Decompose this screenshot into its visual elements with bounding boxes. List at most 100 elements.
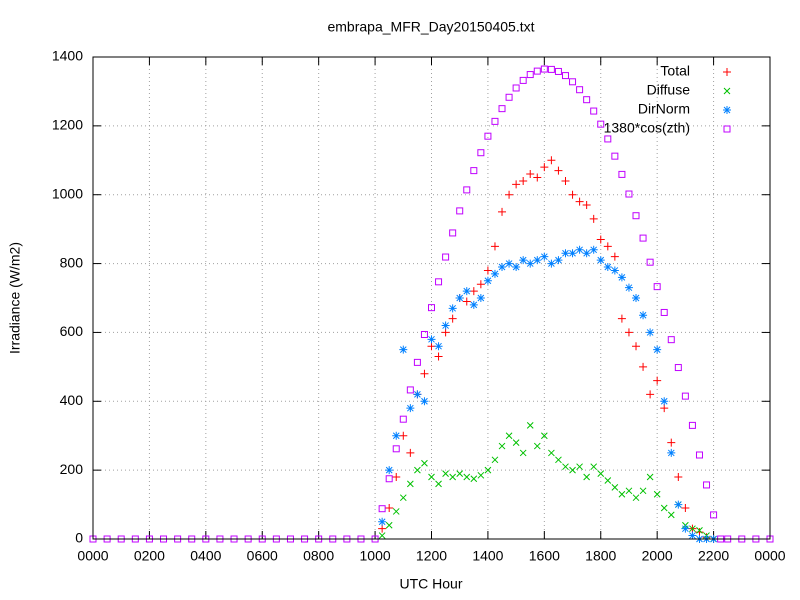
data-point: [519, 256, 528, 265]
marker-shape: [378, 505, 386, 513]
data-point: [441, 321, 450, 330]
marker-shape: [710, 511, 718, 519]
data-point: [681, 392, 689, 400]
data-point: [610, 266, 619, 275]
marker-shape: [688, 531, 697, 540]
data-point: [526, 170, 535, 179]
data-point: [420, 369, 429, 378]
marker-shape: [512, 263, 521, 272]
data-point: [470, 475, 478, 483]
marker-shape: [378, 524, 387, 533]
data-point: [512, 439, 520, 446]
data-point: [653, 490, 661, 498]
marker-shape: [413, 358, 421, 366]
marker-shape: [646, 473, 654, 481]
data-point: [435, 480, 442, 488]
data-point: [660, 308, 668, 316]
data-point: [505, 93, 513, 101]
data-point: [428, 473, 435, 481]
marker-shape: [470, 167, 478, 175]
marker-shape: [378, 532, 386, 539]
marker-shape: [660, 404, 669, 413]
data-point: [695, 451, 703, 459]
data-point: [555, 456, 562, 464]
data-point: [660, 504, 668, 512]
data-point: [406, 480, 414, 488]
data-point: [653, 345, 662, 354]
marker-shape: [695, 528, 704, 537]
data-point: [590, 107, 598, 115]
x-tick-label: 1600: [529, 548, 560, 564]
data-point: [554, 166, 563, 175]
marker-shape: [703, 481, 711, 489]
data-point: [399, 431, 408, 440]
x-tick-label: 2000: [642, 548, 673, 564]
y-tick-label: 0: [75, 530, 83, 546]
marker-shape: [646, 258, 654, 266]
marker-shape: [455, 294, 464, 302]
data-point: [624, 283, 633, 292]
marker-shape: [512, 180, 521, 189]
data-point: [681, 504, 690, 513]
data-point: [667, 448, 676, 457]
marker-shape: [441, 328, 450, 337]
data-point: [589, 245, 598, 254]
data-point: [378, 532, 386, 539]
marker-shape: [505, 93, 513, 101]
marker-shape: [582, 249, 591, 258]
marker-shape: [540, 432, 548, 440]
data-point: [512, 263, 521, 272]
marker-shape: [420, 397, 429, 406]
data-point: [526, 71, 534, 79]
data-point: [632, 342, 641, 351]
data-point: [477, 149, 485, 157]
marker-shape: [723, 87, 731, 95]
data-point: [399, 345, 408, 354]
data-point: [413, 390, 422, 399]
y-tick-label: 200: [60, 461, 84, 477]
data-point: [470, 167, 478, 175]
data-point: [618, 170, 626, 178]
marker-shape: [498, 207, 507, 216]
data-point: [576, 86, 584, 94]
marker-shape: [519, 76, 527, 84]
marker-shape: [427, 335, 436, 344]
marker-shape: [519, 176, 528, 185]
marker-shape: [653, 283, 661, 291]
data-point: [547, 65, 555, 73]
data-point: [639, 487, 647, 495]
marker-shape: [435, 480, 442, 488]
marker-shape: [385, 475, 393, 483]
data-point: [526, 422, 534, 429]
legend-label: Diffuse: [647, 82, 691, 98]
marker-shape: [681, 392, 689, 400]
data-point: [554, 67, 562, 75]
marker-shape: [421, 459, 428, 467]
marker-shape: [632, 294, 641, 302]
data-point: [625, 190, 633, 198]
marker-shape: [582, 201, 591, 210]
marker-shape: [449, 229, 457, 237]
data-point: [442, 253, 450, 261]
marker-shape: [498, 442, 506, 450]
x-tick-label: 1400: [472, 548, 503, 564]
marker-shape: [576, 463, 583, 471]
data-point: [533, 173, 542, 182]
data-point: [399, 415, 407, 423]
marker-shape: [463, 473, 471, 481]
marker-shape: [540, 252, 549, 261]
data-point: [505, 432, 513, 440]
data-point: [688, 421, 696, 429]
data-point: [604, 135, 612, 143]
marker-shape: [505, 190, 514, 199]
marker-shape: [569, 78, 577, 86]
marker-shape: [632, 494, 640, 502]
data-point: [456, 207, 464, 215]
marker-shape: [385, 504, 394, 513]
data-point: [491, 456, 499, 464]
marker-shape: [674, 473, 683, 482]
data-point: [505, 259, 514, 268]
data-point: [653, 283, 661, 291]
chart-title: embrapa_MFR_Day20150405.txt: [327, 19, 534, 35]
data-point: [533, 67, 541, 75]
